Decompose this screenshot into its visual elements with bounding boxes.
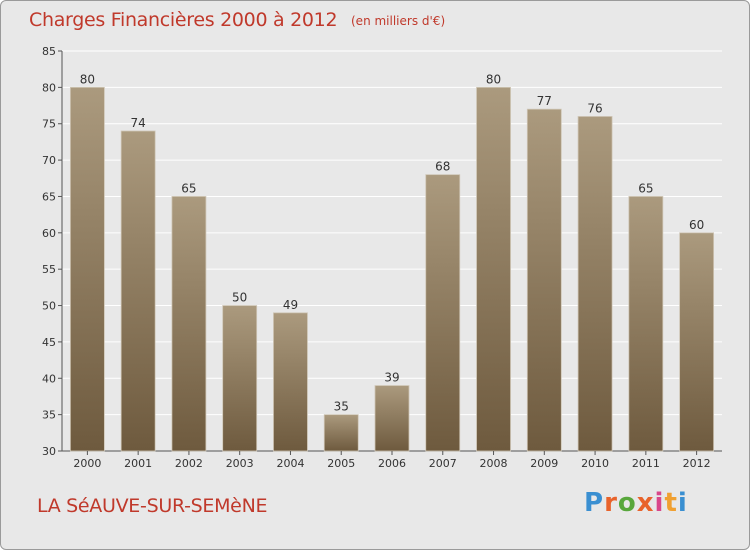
y-tick-label: 40	[42, 372, 56, 385]
x-tick-label: 2007	[429, 457, 457, 470]
y-tick-label: 35	[42, 409, 56, 422]
data-label: 77	[537, 94, 552, 108]
chart-title: Charges Financières 2000 à 2012	[29, 9, 338, 31]
logo-letter: r	[604, 488, 618, 518]
y-tick-label: 85	[42, 45, 56, 58]
bar	[476, 86, 511, 452]
x-tick-label: 2000	[73, 457, 101, 470]
bar	[577, 116, 613, 452]
data-label: 80	[80, 72, 95, 86]
y-tick-label: 60	[42, 227, 56, 240]
place-name: LA SéAUVE-SUR-SEMèNE	[37, 495, 268, 517]
bar	[628, 196, 664, 452]
data-label: 60	[689, 218, 704, 232]
bar	[526, 108, 562, 452]
data-label: 74	[131, 116, 146, 130]
data-label: 35	[334, 400, 349, 414]
bar	[679, 232, 715, 452]
logo-letter: x	[636, 488, 655, 518]
x-tick-label: 2012	[683, 457, 711, 470]
bar	[171, 196, 207, 452]
x-tick-label: 2011	[632, 457, 660, 470]
x-tick-label: 2003	[226, 457, 254, 470]
x-tick-label: 2002	[175, 457, 203, 470]
data-label: 50	[232, 291, 247, 305]
data-label: 80	[486, 72, 501, 86]
data-label: 76	[587, 101, 602, 115]
x-tick-label: 2006	[378, 457, 406, 470]
x-tick-label: 2008	[480, 457, 508, 470]
bar	[222, 305, 258, 452]
data-label: 65	[638, 181, 653, 195]
y-tick-label: 50	[42, 300, 56, 313]
bar	[323, 414, 359, 452]
y-tick-label: 80	[42, 81, 56, 94]
x-tick-label: 2009	[530, 457, 558, 470]
x-tick-label: 2005	[327, 457, 355, 470]
bar	[425, 174, 461, 452]
x-tick-label: 2010	[581, 457, 609, 470]
y-tick-label: 65	[42, 190, 56, 203]
bar	[374, 385, 410, 452]
proxiti-logo: Proxiti	[584, 488, 688, 518]
y-tick-label: 75	[42, 118, 56, 131]
logo-letter: t	[664, 488, 678, 518]
data-label: 68	[435, 160, 450, 174]
chart-subtitle: (en milliers d'€)	[351, 14, 446, 28]
bar	[69, 86, 105, 452]
data-label: 65	[181, 181, 196, 195]
y-tick-label: 70	[42, 154, 56, 167]
logo-letter: i	[677, 488, 688, 518]
x-tick-label: 2001	[124, 457, 152, 470]
logo-letter: P	[584, 488, 605, 518]
logo-letter: o	[617, 488, 637, 518]
bar	[120, 130, 156, 452]
logo-letter: i	[654, 488, 665, 518]
y-tick-label: 30	[42, 445, 56, 458]
bar	[273, 312, 308, 452]
data-label: 39	[384, 371, 399, 385]
data-label: 49	[283, 298, 298, 312]
y-tick-label: 55	[42, 263, 56, 276]
y-tick-label: 45	[42, 336, 56, 349]
x-tick-label: 2004	[276, 457, 304, 470]
